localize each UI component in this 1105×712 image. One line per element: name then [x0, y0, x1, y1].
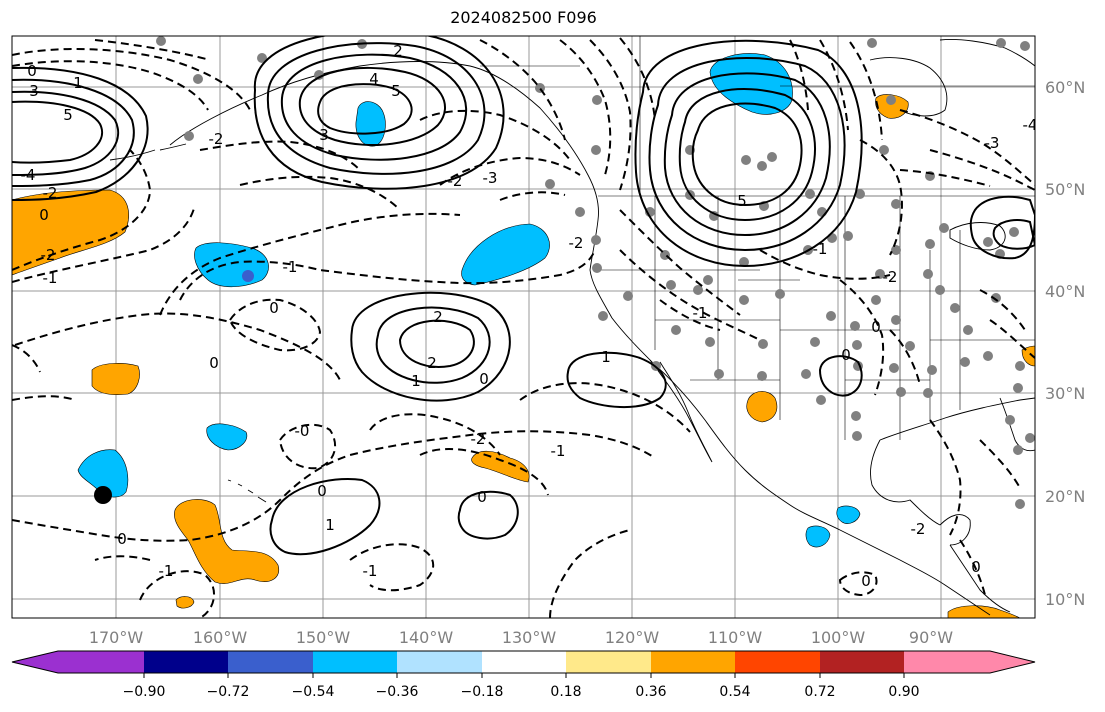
positive-anomaly-areas	[12, 94, 1035, 618]
colorbar-label: 0.36	[635, 684, 666, 700]
black-station-dot	[94, 486, 112, 504]
colorbar-label: −0.18	[461, 684, 504, 700]
colorbar-label: −0.36	[376, 684, 419, 700]
latitude-label: 40°N	[1045, 282, 1085, 301]
latitude-label: 50°N	[1045, 180, 1085, 199]
colorbar-segment-low	[12, 651, 58, 673]
colorbar-label: −0.90	[123, 684, 166, 700]
contour-label: 0	[479, 370, 489, 388]
contour-label: -1	[43, 269, 58, 287]
contour-label: -4	[21, 166, 36, 184]
map-border	[11, 35, 1036, 619]
coastlines	[109, 39, 1035, 616]
contour-label: 0	[209, 354, 219, 372]
contour-label: -1	[693, 304, 708, 322]
map-title: 2024082500 F096	[450, 8, 597, 27]
contour-label: 5	[391, 82, 401, 100]
contour-label: 0	[39, 206, 49, 224]
contour-label: -2	[43, 184, 58, 202]
contour-label: -2	[471, 430, 486, 448]
contour-label: -1	[159, 562, 174, 580]
contour-labels: 0 1 3 5 -4 -2 0 -2 -1 2 4 5 3 -2 -2 -3 -…	[21, 42, 1038, 590]
colorbar-segment	[820, 651, 904, 673]
contour-label: -3	[985, 134, 1000, 152]
strong-negative-spot	[242, 270, 254, 282]
contour-label: 0	[861, 572, 871, 590]
latitude-label: 30°N	[1045, 384, 1085, 403]
contour-label: -1	[813, 240, 828, 258]
latitude-label: 60°N	[1045, 78, 1085, 97]
contour-label: 0	[841, 346, 851, 364]
map-area: 0 1 3 5 -4 -2 0 -2 -1 2 4 5 3 -2 -2 -3 -…	[12, 36, 1038, 618]
colorbar-label: 0.90	[888, 684, 919, 700]
contour-label: 0	[971, 558, 981, 576]
positive-contours	[12, 36, 1035, 556]
colorbar-segment	[228, 651, 313, 673]
contour-label: 3	[29, 82, 39, 100]
contour-label: -4	[1023, 116, 1038, 134]
colorbar-label: −0.54	[292, 684, 335, 700]
longitude-label: 100°W	[811, 628, 866, 647]
contour-label: 2	[433, 308, 443, 326]
longitude-label: 150°W	[296, 628, 351, 647]
longitude-label: 120°W	[605, 628, 660, 647]
colorbar-segment	[904, 651, 990, 673]
longitude-label: 110°W	[708, 628, 763, 647]
colorbar-segment	[482, 651, 566, 673]
latitude-label: 10°N	[1045, 590, 1085, 609]
negative-anomaly-areas	[77, 53, 861, 548]
colorbar-segment-high	[990, 651, 1035, 673]
contour-label: 2	[393, 42, 403, 60]
colorbar-label: 0.72	[804, 684, 835, 700]
contour-label: 1	[601, 348, 611, 366]
contour-label: -2	[911, 520, 926, 538]
contour-label: -1	[283, 258, 298, 276]
contour-label: 0	[317, 482, 327, 500]
contour-label: -2	[209, 130, 224, 148]
colorbar-segment	[144, 651, 228, 673]
contour-label: 0	[871, 318, 881, 336]
colorbar-segment	[397, 651, 482, 673]
station-dots	[156, 36, 1035, 509]
contour-label: -1	[551, 442, 566, 460]
longitude-label: 90°W	[909, 628, 953, 647]
negative-contours	[12, 37, 1035, 618]
contour-label: 3	[319, 126, 329, 144]
colorbar-segment	[735, 651, 820, 673]
contour-label: 5	[63, 106, 73, 124]
contour-label: -2	[448, 172, 463, 190]
colorbar-segment	[651, 651, 735, 673]
contour-label: 1	[411, 372, 421, 390]
contour-label: -2	[41, 246, 56, 264]
colorbar-segment	[313, 651, 397, 673]
longitude-labels: 170°W 160°W 150°W 140°W 130°W 120°W 110°…	[89, 628, 953, 647]
contour-label: -3	[483, 169, 498, 187]
contour-label: 0	[117, 530, 127, 548]
longitude-label: 160°W	[193, 628, 248, 647]
latitude-labels: 60°N 50°N 40°N 30°N 20°N 10°N	[1045, 78, 1085, 609]
contour-label: 2	[427, 354, 437, 372]
latitude-label: 20°N	[1045, 487, 1085, 506]
longitude-label: 130°W	[502, 628, 557, 647]
colorbar-label: −0.72	[207, 684, 250, 700]
contour-label: -0	[295, 422, 310, 440]
longitude-label: 140°W	[399, 628, 454, 647]
contour-label: 5	[737, 192, 747, 210]
contour-label: 1	[73, 74, 83, 92]
contour-label: 4	[369, 70, 379, 88]
colorbar-outline	[11, 650, 1036, 674]
longitude-label: 170°W	[89, 628, 144, 647]
contour-label: 0	[27, 62, 37, 80]
contour-label: -1	[363, 562, 378, 580]
contour-label: 0	[269, 299, 279, 317]
contour-label: 1	[325, 516, 335, 534]
contour-label: -2	[883, 268, 898, 286]
colorbar-label: 0.18	[550, 684, 581, 700]
colorbar: −0.90 −0.72 −0.54 −0.36 −0.18 0.18 0.36 …	[11, 650, 1036, 700]
colorbar-segment	[58, 651, 144, 673]
colorbar-label: 0.54	[719, 684, 750, 700]
contour-label: 0	[477, 488, 487, 506]
contour-label: -2	[569, 234, 584, 252]
colorbar-segment	[566, 651, 651, 673]
